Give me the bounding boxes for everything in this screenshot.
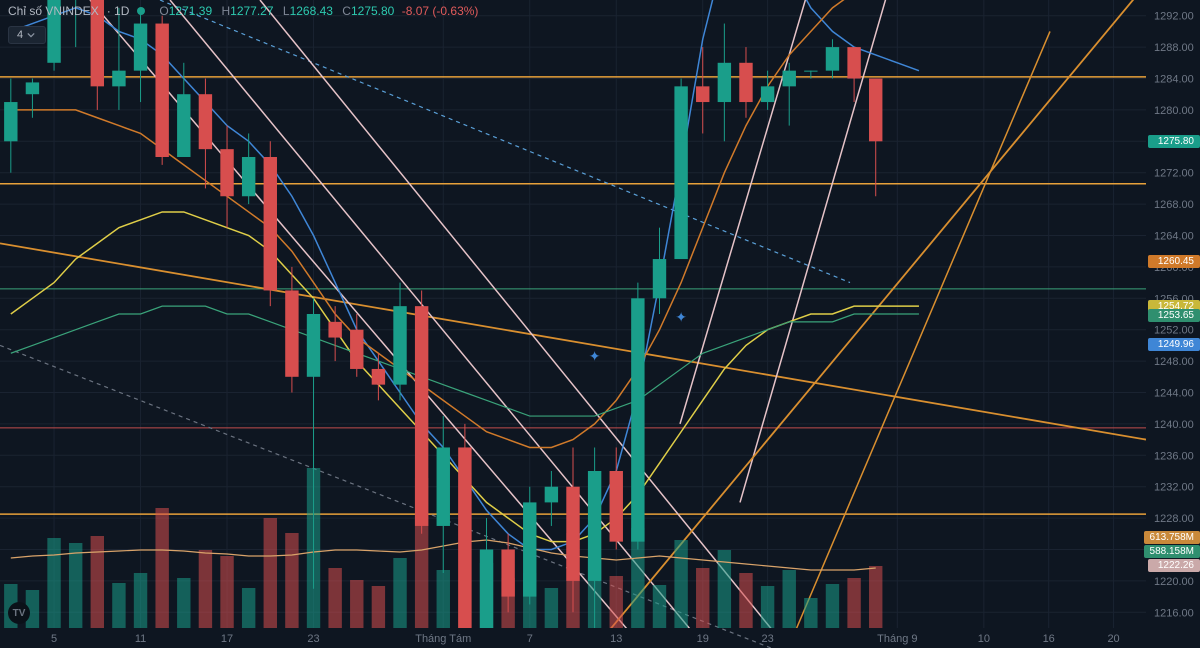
svg-text:1216.00: 1216.00	[1154, 607, 1194, 619]
svg-text:20: 20	[1107, 633, 1119, 645]
svg-text:1236.00: 1236.00	[1154, 450, 1194, 462]
chevron-down-icon	[27, 31, 35, 39]
svg-text:1232.00: 1232.00	[1154, 482, 1194, 494]
svg-text:1264.00: 1264.00	[1154, 231, 1194, 243]
tradingview-logo-icon: TV	[8, 602, 30, 624]
price-badge: 1249.96	[1148, 338, 1200, 351]
svg-text:1252.00: 1252.00	[1154, 325, 1194, 337]
price-badge: 588.158M	[1144, 545, 1200, 558]
indicator-dropdown[interactable]: 4	[8, 26, 46, 44]
svg-text:1288.00: 1288.00	[1154, 42, 1194, 54]
chart-canvas[interactable]: 1216.001220.001224.001228.001232.001236.…	[0, 0, 1200, 648]
svg-text:16: 16	[1043, 633, 1055, 645]
price-badge: 613.758M	[1144, 531, 1200, 544]
timeframe-label[interactable]: · 1D	[107, 4, 130, 18]
svg-text:17: 17	[221, 633, 233, 645]
svg-text:5: 5	[51, 633, 57, 645]
svg-text:10: 10	[978, 633, 990, 645]
svg-text:Tháng 9: Tháng 9	[877, 633, 917, 645]
svg-text:1244.00: 1244.00	[1154, 388, 1194, 400]
symbol-title[interactable]: Chỉ số VNINDEX	[8, 4, 99, 18]
svg-text:1248.00: 1248.00	[1154, 356, 1194, 368]
live-dot-icon	[137, 7, 145, 15]
svg-text:1240.00: 1240.00	[1154, 419, 1194, 431]
svg-text:23: 23	[761, 633, 773, 645]
svg-text:7: 7	[527, 633, 533, 645]
dropdown-label: 4	[17, 29, 23, 41]
svg-text:✦: ✦	[589, 348, 601, 364]
svg-text:1272.00: 1272.00	[1154, 168, 1194, 180]
svg-text:19: 19	[697, 633, 709, 645]
svg-text:1292.00: 1292.00	[1154, 11, 1194, 23]
svg-text:11: 11	[135, 633, 146, 645]
svg-text:✦: ✦	[675, 309, 687, 325]
ohlc-readout: O1271.39 H1277.27 L1268.43 C1275.80 -8.0…	[153, 4, 478, 18]
price-badge: 1275.80	[1148, 135, 1200, 148]
svg-text:1220.00: 1220.00	[1154, 576, 1194, 588]
price-badge: 1260.45	[1148, 255, 1200, 268]
svg-text:1284.00: 1284.00	[1154, 74, 1194, 86]
svg-text:1280.00: 1280.00	[1154, 105, 1194, 117]
price-badge: 1222.26	[1148, 559, 1200, 572]
svg-text:1268.00: 1268.00	[1154, 199, 1194, 211]
chart-header: Chỉ số VNINDEX · 1D O1271.39 H1277.27 L1…	[8, 4, 478, 18]
svg-text:1228.00: 1228.00	[1154, 513, 1194, 525]
candlestick-chart[interactable]: Chỉ số VNINDEX · 1D O1271.39 H1277.27 L1…	[0, 0, 1200, 648]
svg-text:23: 23	[307, 633, 319, 645]
price-badge: 1253.65	[1148, 309, 1200, 322]
svg-text:Tháng Tám: Tháng Tám	[415, 633, 471, 645]
svg-text:13: 13	[610, 633, 622, 645]
